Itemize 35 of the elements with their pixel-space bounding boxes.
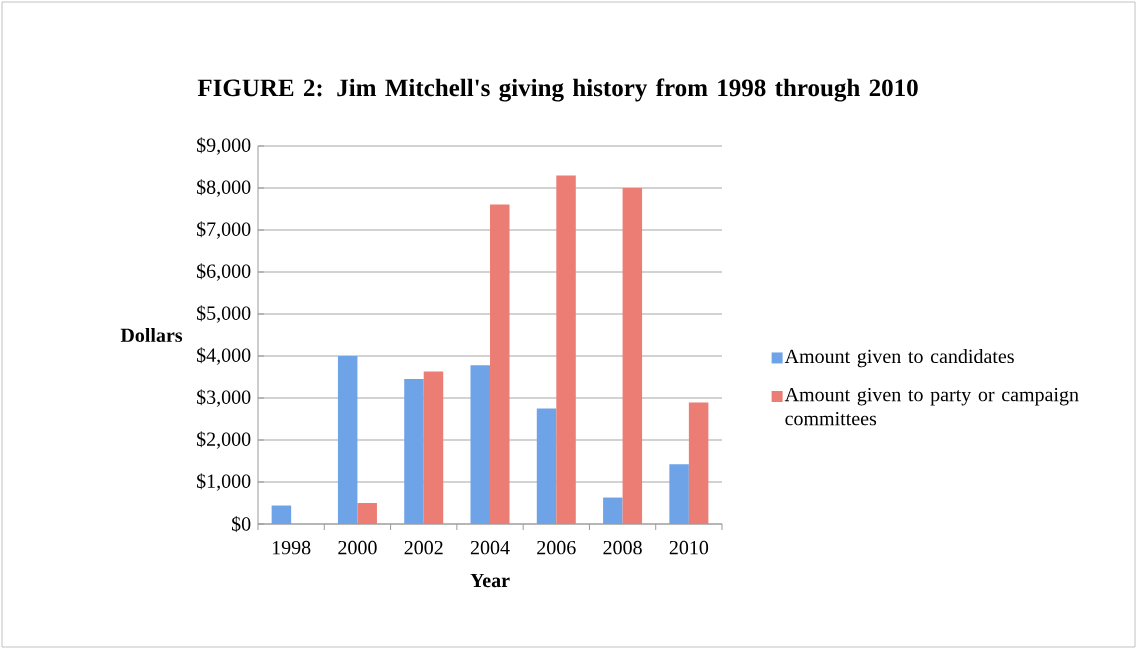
y-tick-label: $0 [232, 516, 251, 532]
bar [603, 497, 623, 524]
bar [622, 188, 643, 524]
bar [404, 379, 424, 524]
bar [688, 402, 709, 524]
y-tick-label: $7,000 [197, 221, 251, 239]
bar [556, 175, 576, 524]
bar [423, 371, 444, 524]
y-tick-label: $2,000 [197, 431, 251, 449]
y-tick-label: $1,000 [197, 473, 251, 491]
bar [337, 356, 358, 524]
y-tick-label: $6,000 [197, 263, 251, 281]
y-tick-label: $8,000 [197, 179, 251, 197]
bar [536, 408, 557, 524]
y-tick-label: $9,000 [197, 137, 251, 155]
x-tick-label: 1998 [272, 540, 311, 555]
x-tick-label: 2006 [537, 540, 576, 555]
legend-label: Amount given to candidates [784, 349, 1014, 368]
bar [490, 204, 510, 524]
x-tick-label: 2002 [404, 540, 443, 555]
bar [271, 505, 292, 524]
bar [669, 464, 689, 524]
x-tick-label: 2004 [470, 540, 510, 555]
y-axis-title: Dollars [120, 327, 183, 343]
legend-label: Amount given to party or campaign committees [784, 387, 1079, 426]
bar [470, 365, 491, 524]
x-tick-label: 2000 [338, 540, 377, 555]
chart-title: FIGURE 2: Jim Mitchell's giving history from 1998 through 2010 [197, 78, 918, 102]
y-tick-label: $5,000 [197, 305, 251, 323]
x-axis-title: Year [470, 573, 510, 588]
y-tick-label: $3,000 [197, 389, 251, 407]
bar [357, 503, 377, 524]
x-tick-label: 2008 [603, 540, 642, 555]
x-tick-label: 2010 [669, 540, 709, 555]
y-tick-label: $4,000 [197, 347, 251, 365]
